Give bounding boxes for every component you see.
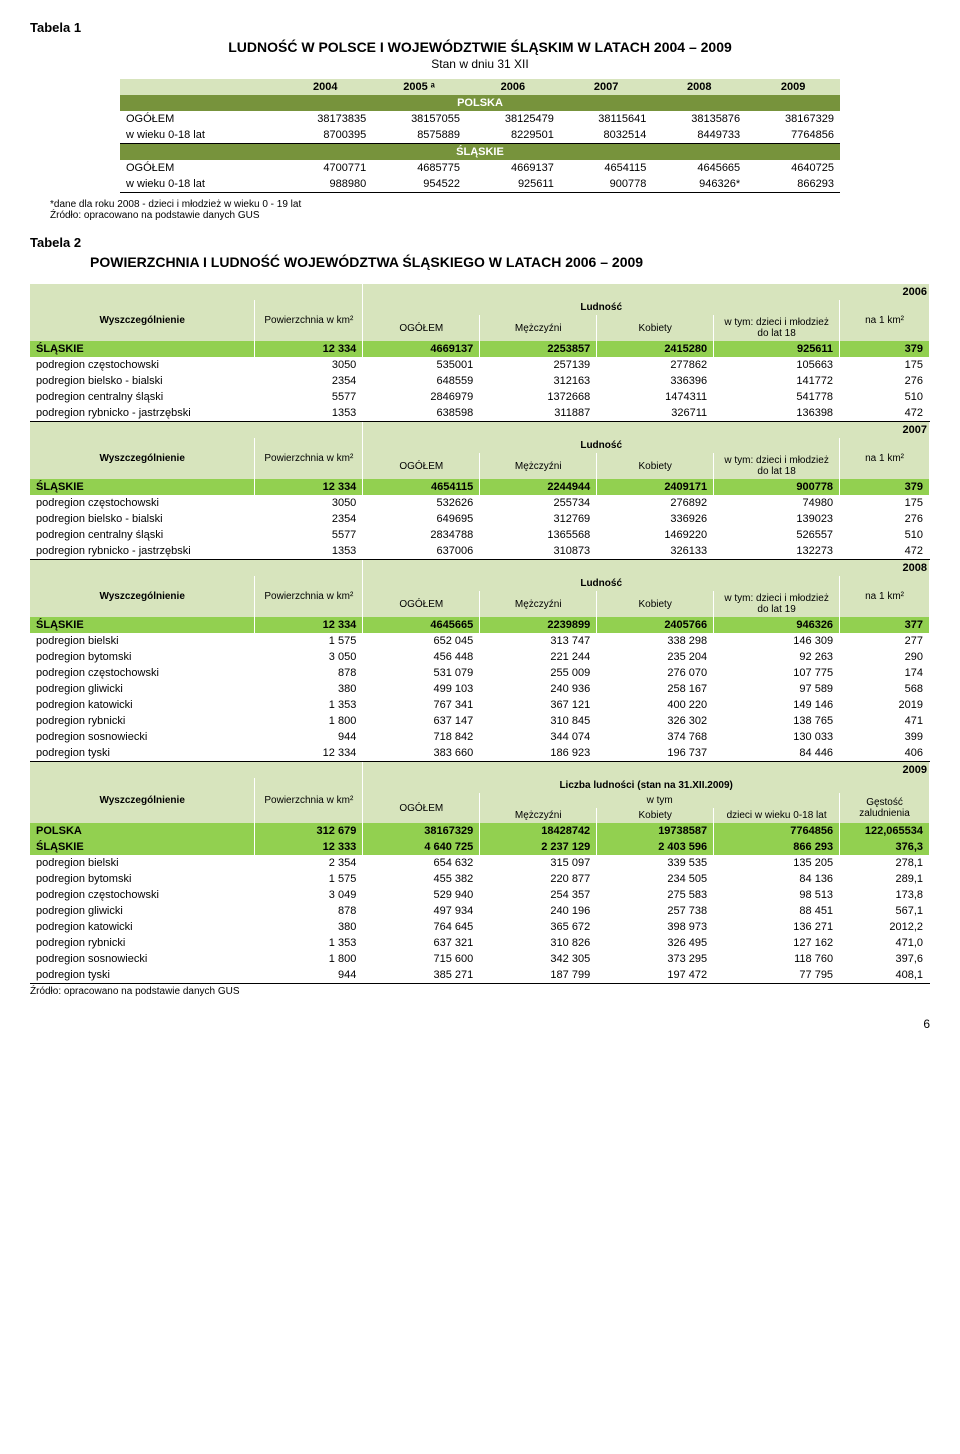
table2-label: Tabela 2 xyxy=(30,235,930,250)
table2-note: Źródło: opracowano na podstawie danych G… xyxy=(30,986,930,997)
table2: 2006 Wyszczególnienie Powierzchnia w km²… xyxy=(30,284,930,984)
table1: 2004 2005 ᵃ 2006 2007 2008 2009 POLSKA O… xyxy=(120,79,840,193)
table1-note: *dane dla roku 2008 - dzieci i młodzież … xyxy=(50,199,930,221)
table1-subtitle: Stan w dniu 31 XII xyxy=(30,57,930,71)
table1-label: Tabela 1 xyxy=(30,20,930,35)
table2-title: POWIERZCHNIA I LUDNOŚĆ WOJEWÓDZTWA ŚLĄSK… xyxy=(30,254,930,270)
table1-title: LUDNOŚĆ W POLSCE I WOJEWÓDZTWIE ŚLĄSKIM … xyxy=(30,39,930,55)
page-number: 6 xyxy=(30,1017,930,1031)
